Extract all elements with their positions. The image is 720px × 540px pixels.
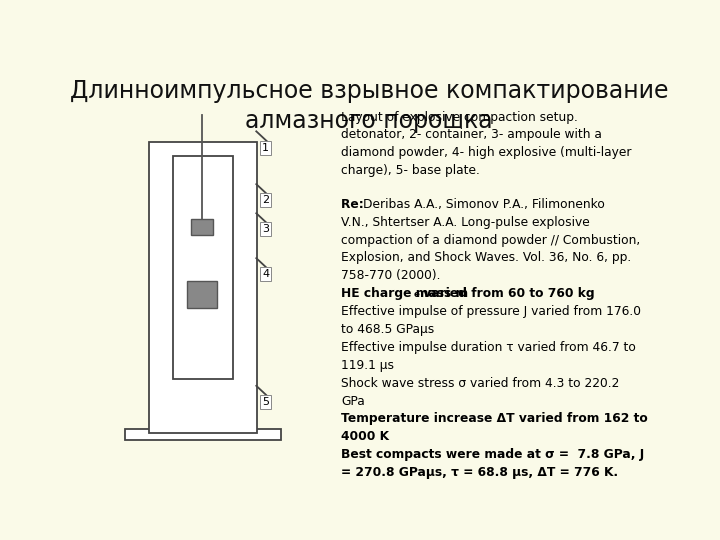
Text: 1: 1 bbox=[262, 143, 269, 153]
Text: V.N., Shtertser A.A. Long-pulse explosive: V.N., Shtertser A.A. Long-pulse explosiv… bbox=[341, 216, 590, 229]
Bar bbox=[191, 219, 213, 235]
Text: Effective impulse duration τ varied from 46.7 to: Effective impulse duration τ varied from… bbox=[341, 341, 636, 354]
Text: diamond powder, 4- high explosive (multi-layer: diamond powder, 4- high explosive (multi… bbox=[341, 146, 631, 159]
Text: Deribas A.A., Simonov P.A., Filimonenko: Deribas A.A., Simonov P.A., Filimonenko bbox=[363, 198, 605, 211]
Text: Effective impulse of pressure J varied from 176.0: Effective impulse of pressure J varied f… bbox=[341, 305, 641, 318]
Bar bbox=[125, 429, 281, 440]
Text: Shock wave stress σ varied from 4.3 to 220.2: Shock wave stress σ varied from 4.3 to 2… bbox=[341, 377, 619, 390]
Text: 3: 3 bbox=[262, 224, 269, 234]
Text: 758-770 (2000).: 758-770 (2000). bbox=[341, 269, 441, 282]
Text: 2: 2 bbox=[262, 195, 269, 205]
Text: 4000 K: 4000 K bbox=[341, 430, 389, 443]
Text: 5: 5 bbox=[262, 396, 269, 407]
Bar bbox=[148, 141, 258, 433]
Text: to 468.5 GPaμs: to 468.5 GPaμs bbox=[341, 323, 434, 336]
Bar bbox=[173, 156, 233, 379]
Text: HE charge mass m: HE charge mass m bbox=[341, 287, 468, 300]
Text: = 270.8 GPaμs, τ = 68.8 μs, ΔT = 776 K.: = 270.8 GPaμs, τ = 68.8 μs, ΔT = 776 K. bbox=[341, 466, 618, 479]
Text: charge), 5- base plate.: charge), 5- base plate. bbox=[341, 164, 480, 177]
Text: Explosion, and Shock Waves. Vol. 36, No. 6, pp.: Explosion, and Shock Waves. Vol. 36, No.… bbox=[341, 252, 631, 265]
Text: Best compacts were made at σ =  7.8 GPa, J: Best compacts were made at σ = 7.8 GPa, … bbox=[341, 448, 644, 461]
Text: varied from 60 to 760 kg: varied from 60 to 760 kg bbox=[418, 287, 594, 300]
Text: Re:: Re: bbox=[341, 198, 368, 211]
Text: Temperature increase ΔT varied from 162 to: Temperature increase ΔT varied from 162 … bbox=[341, 413, 648, 426]
Text: 4: 4 bbox=[262, 269, 269, 279]
Text: e: e bbox=[413, 290, 419, 299]
Text: Длинноимпульсное взрывное компактирование
алмазного порошка: Длинноимпульсное взрывное компактировани… bbox=[70, 79, 668, 133]
Text: detonator, 2- container, 3- ampoule with a: detonator, 2- container, 3- ampoule with… bbox=[341, 129, 602, 141]
Bar bbox=[187, 281, 217, 308]
Text: Layout of explosive compaction setup.: Layout of explosive compaction setup. bbox=[341, 111, 578, 124]
Text: compaction of a diamond powder // Combustion,: compaction of a diamond powder // Combus… bbox=[341, 234, 640, 247]
Text: 119.1 μs: 119.1 μs bbox=[341, 359, 394, 372]
Text: GPa: GPa bbox=[341, 395, 365, 408]
